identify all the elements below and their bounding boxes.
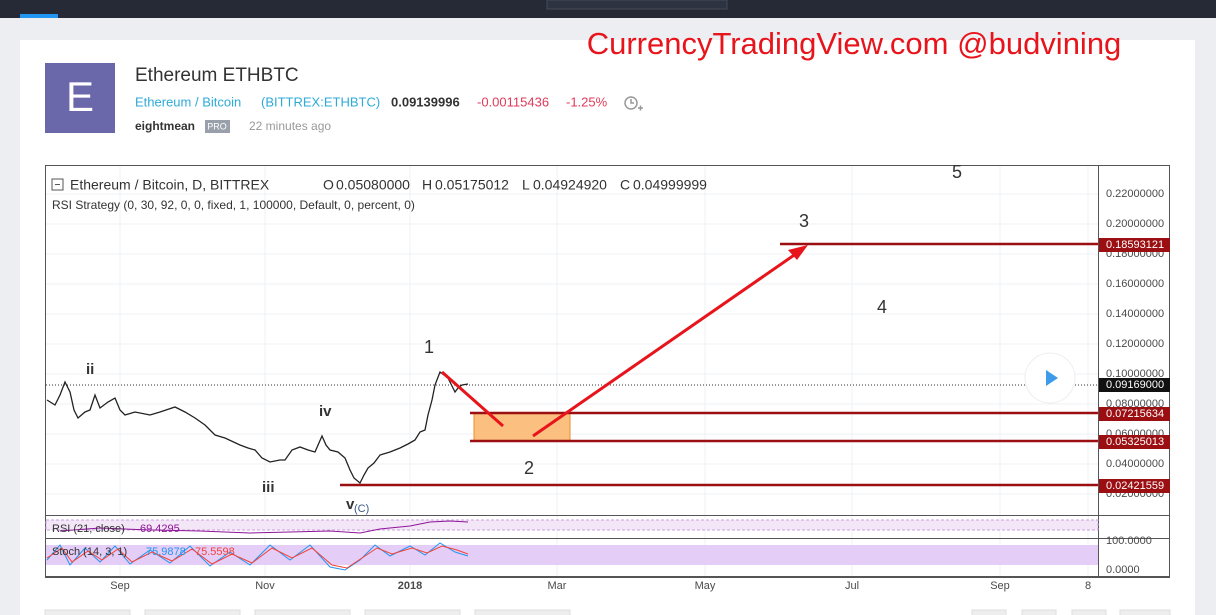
time-tick: Nov (255, 580, 275, 592)
rsi-band (45, 519, 1099, 531)
change-percent: -1.25% (566, 94, 608, 109)
stoch-d (46, 545, 469, 569)
price-tick: 0.04000000 (1106, 458, 1164, 470)
time-tick: 8 (1085, 580, 1091, 592)
strategy-label: RSI Strategy (0, 30, 92, 0, 0, fixed, 1,… (52, 198, 415, 212)
stoch-k-value: 75.9878 (146, 546, 186, 558)
ohlc-label: O (323, 177, 334, 193)
wave-label: 3 (799, 211, 809, 231)
wave-label: 4 (877, 297, 887, 317)
wave-label: 2 (524, 458, 534, 478)
price-tick: 0.08000000 (1106, 398, 1164, 410)
time-ago: 22 minutes ago (249, 119, 331, 133)
price-tick: 0.22000000 (1106, 188, 1164, 200)
arrow-head (788, 245, 808, 260)
idea-title: Ethereum ETHBTC (135, 65, 299, 86)
footer-button[interactable] (1119, 609, 1171, 615)
wave-label: v (346, 496, 355, 513)
level-tag-text: 0.07215634 (1106, 408, 1164, 420)
time-tick: Sep (990, 580, 1010, 592)
ohlc-label: C (620, 177, 630, 193)
ohlc-label: L (522, 177, 530, 193)
wave-label: iii (262, 479, 275, 496)
level-tag-text: 0.05325013 (1106, 436, 1164, 448)
footer-button[interactable] (1071, 609, 1107, 615)
level-tag (1099, 378, 1170, 392)
ohlc-value: 0.05175012 (435, 177, 509, 193)
level-tag-text: 0.02421559 (1106, 480, 1164, 492)
footer-button[interactable] (144, 609, 241, 615)
avatar-letter: E (66, 73, 94, 120)
play-icon (1046, 370, 1058, 386)
avatar (45, 63, 115, 133)
time-tick: Mar (548, 580, 567, 592)
time-tick: May (695, 580, 716, 592)
ohlc-label: H (422, 177, 432, 193)
rsi-label: RSI (21, close) (52, 523, 125, 535)
symbol-link[interactable]: Ethereum / Bitcoin (135, 94, 241, 109)
stoch-label: Stoch (14, 3, 1) (52, 546, 127, 558)
wave-label: iv (319, 403, 332, 420)
osc-tick: 0.0000 (1106, 564, 1140, 576)
time-tick: 2018 (398, 580, 422, 592)
chart-frame (45, 165, 1170, 578)
level-tag (1099, 479, 1170, 493)
footer-button[interactable] (364, 609, 461, 615)
pro-badge-text: PRO (207, 121, 227, 131)
ohlc-value: 0.04999999 (633, 177, 707, 193)
rsi-value: 69.4295 (140, 523, 180, 535)
grid (46, 166, 1098, 576)
footer-button[interactable] (254, 609, 351, 615)
watermark: CurrencyTradingView.com @budvining (587, 26, 1122, 61)
wave-label: 5 (952, 162, 962, 182)
footer-button[interactable] (474, 609, 571, 615)
collapse-button[interactable] (51, 178, 64, 191)
footer-button[interactable] (971, 609, 1007, 615)
exchange-link[interactable]: (BITTREX:ETHBTC) (261, 94, 380, 109)
arrow[interactable] (532, 249, 801, 438)
author[interactable]: eightmean (135, 119, 195, 133)
price-tick: 0.16000000 (1106, 278, 1164, 290)
wave-label: ii (86, 361, 94, 378)
ohlc-value: 0.05080000 (336, 177, 410, 193)
active-tab (20, 14, 58, 18)
price-tick: 0.12000000 (1106, 338, 1164, 350)
legend-symbol: Ethereum / Bitcoin, D, BITTREX (70, 177, 270, 193)
arrow[interactable] (441, 370, 504, 428)
level-tag (1099, 435, 1170, 449)
wave-label: 1 (424, 337, 434, 357)
search-box[interactable] (546, 0, 728, 10)
rsi-line (59, 520, 469, 534)
target-zone[interactable] (473, 412, 571, 442)
price: 0.09139996 (391, 94, 460, 109)
ohlc-value: 0.04924920 (533, 177, 607, 193)
level-tag-text: 0.18593121 (1106, 239, 1164, 251)
level-tag (1099, 238, 1170, 252)
footer-button[interactable] (44, 609, 131, 615)
price-tick: 0.10000000 (1106, 368, 1164, 380)
pro-badge (205, 120, 230, 133)
time-tick: Sep (110, 580, 130, 592)
osc-tick: 100.0000 (1106, 535, 1152, 547)
stoch-d-value: 75.5598 (195, 546, 235, 558)
alert-icon[interactable] (624, 96, 643, 111)
wave-label: (C) (354, 503, 369, 515)
time-tick: Jul (845, 580, 859, 592)
price-series (46, 370, 469, 485)
level-tag (1099, 407, 1170, 421)
footer-button[interactable] (1021, 609, 1057, 615)
price-tick: 0.20000000 (1106, 218, 1164, 230)
price-tick: 0.14000000 (1106, 308, 1164, 320)
time-axis: Sep Nov 2018 Mar May Jul Sep 8 (110, 580, 1091, 592)
level-tag-text: 0.09169000 (1106, 379, 1164, 391)
change: -0.00115436 (477, 94, 549, 109)
